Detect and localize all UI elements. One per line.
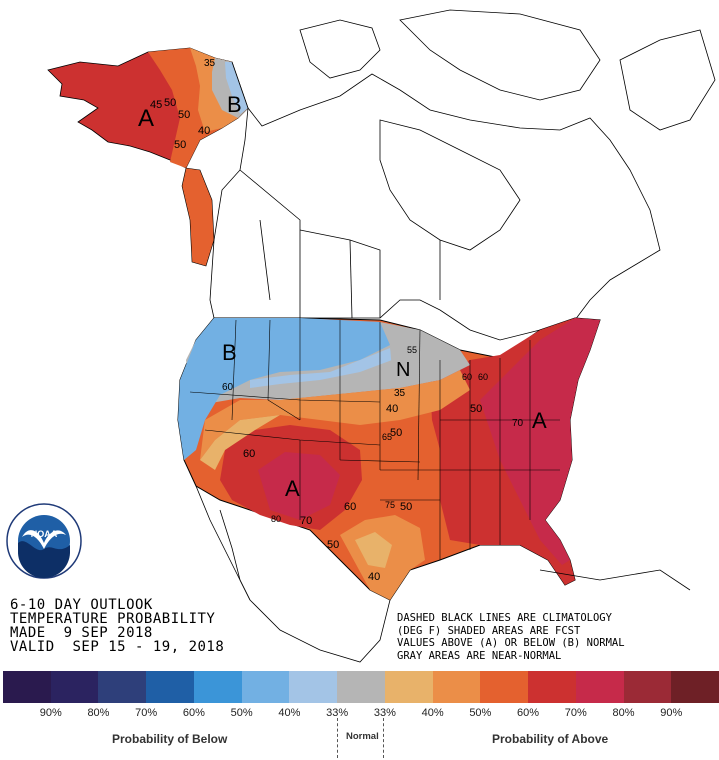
noaa-logo-text: NOAA — [31, 529, 58, 539]
noaa-logo-icon: NOAA — [6, 503, 82, 579]
contour-label: 60 — [478, 372, 488, 382]
conus-region — [177, 317, 601, 601]
contour-label: 45 — [150, 99, 162, 111]
contour-label: 70 — [300, 515, 312, 527]
northeast-n-label: N — [396, 359, 410, 381]
alaska-a-label: A — [138, 105, 154, 132]
colorbar-swatch — [50, 671, 99, 703]
contour-label: 35 — [204, 58, 216, 69]
tick-label: 50% — [230, 707, 253, 719]
colorbar-swatch — [146, 671, 194, 703]
alaska-b-label: B — [227, 92, 242, 117]
outlook-title-block: 6-10 DAY OUTLOOK TEMPERATURE PROBABILITY… — [10, 598, 224, 654]
note-line: GRAY AREAS ARE NEAR-NORMAL — [397, 649, 562, 662]
normal-divider-right — [383, 718, 384, 758]
colorbar-swatch — [337, 671, 385, 703]
tick-label: 70% — [564, 707, 587, 719]
map-notes: DASHED BLACK LINES ARE CLIMATOLOGY (DEG … — [397, 612, 625, 662]
tick-spacer — [3, 707, 27, 719]
southwest-a-label: A — [285, 476, 300, 501]
mexico-outline — [195, 485, 691, 663]
colorbar-swatch — [98, 671, 147, 703]
colorbar-swatch — [575, 671, 624, 703]
normal-label: Normal — [346, 731, 379, 742]
contour-label: 60 — [462, 372, 472, 382]
map-labels: A B B N A A 45 50 50 40 35 50 60 60 70 8… — [138, 58, 547, 583]
contour-label: 55 — [407, 345, 417, 355]
east-a-label: A — [532, 408, 547, 433]
temperature-outlook-map: A B B N A A 45 50 50 40 35 50 60 60 70 8… — [47, 9, 716, 663]
contour-label: 40 — [198, 125, 210, 137]
contour-label: 50 — [327, 539, 339, 551]
contour-label: 50 — [400, 501, 412, 513]
tick-label: 60% — [182, 707, 205, 719]
title-line: TEMPERATURE PROBABILITY — [10, 611, 216, 627]
contour-label: 50 — [174, 139, 186, 151]
contour-label: 65 — [382, 432, 392, 442]
colorbar-swatch — [3, 671, 51, 703]
tick-label: 33% — [326, 707, 349, 719]
colorbar-swatch — [480, 671, 529, 703]
title-line: 6-10 DAY OUTLOOK — [10, 597, 153, 613]
contour-label: 70 — [512, 418, 524, 429]
west-b-label: B — [222, 340, 237, 365]
tick-label: 80% — [612, 707, 635, 719]
contour-label: 40 — [368, 571, 380, 583]
title-line: VALID SEP 15 - 19, 2018 — [10, 639, 225, 655]
contour-label: 60 — [243, 448, 255, 460]
contour-label: 60 — [344, 501, 356, 513]
tick-spacer — [695, 707, 719, 719]
note-line: (DEG F) SHADED AREAS ARE FCST — [397, 624, 581, 637]
contour-label: 80 — [271, 514, 281, 524]
tick-label: 90% — [39, 707, 62, 719]
tick-label: 80% — [87, 707, 110, 719]
contour-label: 50 — [164, 97, 176, 109]
note-line: DASHED BLACK LINES ARE CLIMATOLOGY — [397, 612, 612, 624]
contour-label: 35 — [394, 388, 406, 399]
colorbar-swatch — [384, 671, 433, 703]
probability-colorbar — [3, 671, 719, 703]
colorbar-swatch — [289, 671, 338, 703]
note-line: VALUES ABOVE (A) OR BELOW (B) NORMAL — [397, 637, 625, 649]
probability-above-label: Probability of Above — [492, 732, 609, 746]
colorbar-swatch — [432, 671, 481, 703]
colorbar-swatch — [671, 671, 719, 703]
tick-label: 40% — [421, 707, 444, 719]
contour-label: 60 — [222, 382, 234, 393]
colorbar-swatch — [528, 671, 576, 703]
colorbar-swatch — [193, 671, 242, 703]
tick-label: 60% — [517, 707, 540, 719]
normal-divider-left — [337, 718, 338, 758]
probability-tick-labels: 90% 80% 70% 60% 50% 40% 33% 33% 40% 50% 60% 70% 80% 9… — [3, 707, 719, 719]
tick-label: 40% — [278, 707, 301, 719]
tick-label: 33% — [373, 707, 396, 719]
tick-label: 50% — [469, 707, 492, 719]
tick-label: 70% — [135, 707, 158, 719]
tick-label: 90% — [660, 707, 683, 719]
contour-label: 40 — [386, 403, 398, 415]
contour-label: 50 — [390, 427, 402, 439]
probability-below-label: Probability of Below — [112, 732, 228, 746]
alaska-region — [47, 47, 249, 267]
contour-label: 75 — [385, 500, 395, 510]
colorbar-swatch — [241, 671, 290, 703]
state-borders — [189, 318, 560, 560]
title-line: MADE 9 SEP 2018 — [10, 625, 153, 641]
canada-outline — [209, 9, 716, 341]
contour-label: 50 — [178, 109, 190, 121]
colorbar-swatch — [623, 671, 672, 703]
contour-label: 50 — [470, 403, 482, 415]
